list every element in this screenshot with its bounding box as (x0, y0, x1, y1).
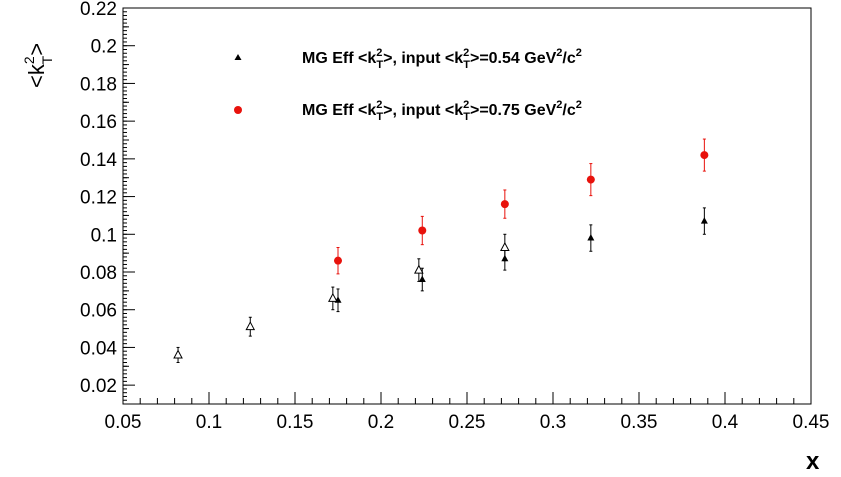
x-axis-ticks: 0.05 0.1 0.15 0.2 0.25 0.3 0.35 0.4 0.45 (105, 392, 830, 433)
legend1-post: >=0.54 GeV (470, 50, 557, 67)
data-point-red-circle (586, 175, 595, 184)
y-tick-label: 0.1 (91, 225, 117, 246)
legend2-post: >=0.75 GeV (470, 102, 557, 119)
legend-marker-filled-triangle (234, 54, 242, 60)
legend1-unit: /c (562, 50, 575, 67)
data-point-filled-triangle (418, 275, 426, 283)
y-axis-title-sup: 2 (21, 56, 37, 64)
legend2-mid: >, input <k (383, 102, 463, 119)
legend: MG Eff <k2 T>, input <k2 T>=0.54 GeV2/c2 M… (234, 47, 582, 123)
legend2-unit: /c (562, 102, 575, 119)
legend1-unit-sup: 2 (556, 47, 562, 59)
y-tick-label: 0.18 (80, 74, 117, 95)
y-tick-label: 0.02 (80, 376, 117, 397)
x-tick-label: 0.25 (449, 412, 486, 433)
legend-entry-1: MG Eff <k2 T>, input <k2 T>=0.54 GeV2/c2 (234, 47, 582, 71)
data-point-open-triangle (500, 241, 510, 251)
y-axis-ticks: 0.02 0.04 0.06 0.08 0.1 0.12 0.14 0.16 0.18 0.2 0.… (80, 0, 135, 405)
legend1-sup: 2 (376, 47, 382, 59)
x-tick-label: 0.35 (621, 412, 658, 433)
svg-text:<k2T>: <k2 T> (21, 43, 55, 88)
x-tick-label: 0.2 (368, 412, 394, 433)
x-axis-title: x (806, 448, 820, 475)
y-tick-label: 0.2 (91, 37, 117, 58)
y-tick-label: 0.14 (80, 150, 117, 171)
legend1-sub: T (376, 59, 383, 71)
legend2-sub: T (376, 111, 383, 123)
legend-marker-red-circle (234, 106, 242, 114)
data-point-open-triangle (414, 264, 424, 274)
y-axis-title-close: > (24, 43, 49, 56)
legend-entry-2: MG Eff <k2 T>, input <k2 T>=0.75 GeV2/c2 (234, 99, 582, 123)
data-marks (173, 138, 709, 364)
x-tick-label: 0.05 (105, 412, 142, 433)
y-axis-title: <k2 T> (21, 43, 55, 88)
legend2-sup: 2 (376, 99, 382, 111)
data-point-red-circle (700, 151, 709, 160)
legend1-mid: >, input <k (383, 50, 463, 67)
svg-text:MG Eff <k2T>, input <k2T>=0.75: MG Eff <k2 T>, input <k2 T>=0.75 GeV2/c2 (302, 99, 582, 123)
data-point-filled-triangle (700, 217, 708, 224)
y-tick-label: 0.08 (80, 263, 117, 284)
legend1-sub2: T (463, 59, 470, 71)
legend2-sub2: T (463, 111, 470, 123)
legend2-pre: MG Eff <k (302, 102, 376, 119)
data-point-open-triangle (173, 349, 183, 359)
x-tick-label: 0.4 (712, 412, 739, 433)
y-axis-title-sub: T (39, 55, 55, 64)
data-point-red-circle (334, 256, 342, 265)
svg-text:MG Eff <k2T>, input <k2T>=0.54: MG Eff <k2 T>, input <k2 T>=0.54 GeV2/c2 (302, 47, 582, 71)
legend1-unit-sup2: 2 (576, 47, 582, 59)
y-tick-label: 0.06 (80, 301, 117, 322)
legend1-sup2: 2 (463, 47, 469, 59)
y-tick-label: 0.12 (80, 188, 117, 209)
data-point-open-triangle (245, 321, 256, 331)
y-tick-label: 0.22 (80, 0, 117, 20)
x-tick-label: 0.15 (277, 412, 314, 433)
x-tick-label: 0.3 (540, 412, 566, 433)
legend2-unit-sup2: 2 (576, 99, 582, 111)
data-point-open-triangle (328, 292, 338, 302)
data-point-filled-triangle (587, 234, 595, 241)
legend2-unit-sup: 2 (556, 99, 562, 111)
y-axis-title-open: <k (24, 63, 49, 88)
y-tick-label: 0.04 (80, 338, 117, 359)
data-point-red-circle (418, 226, 427, 235)
data-point-red-circle (500, 200, 509, 209)
x-tick-label: 0.1 (196, 412, 222, 433)
legend2-sup2: 2 (463, 99, 469, 111)
legend1-pre: MG Eff <k (302, 50, 376, 67)
y-tick-label: 0.16 (80, 112, 117, 133)
x-tick-label: 0.45 (793, 412, 830, 433)
